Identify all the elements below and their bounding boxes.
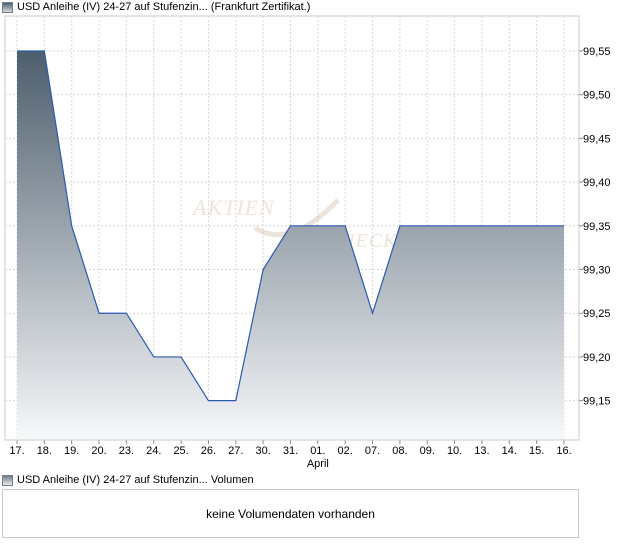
volume-legend: USD Anleihe (IV) 24-27 auf Stufenzin... …	[2, 473, 254, 487]
x-tick-label: 19.	[64, 445, 79, 457]
x-tick-label: 08.	[392, 445, 407, 457]
price-legend-swatch	[2, 1, 13, 13]
x-tick-label: 15.	[529, 445, 544, 457]
volume-empty-message: keine Volumendaten vorhanden	[206, 506, 375, 521]
volume-legend-swatch	[2, 474, 13, 486]
y-tick-label: 99,15	[583, 396, 611, 408]
x-tick-label: 20.	[91, 445, 106, 457]
x-tick-label: 09.	[420, 445, 435, 457]
x-tick-label: 25.	[173, 445, 188, 457]
x-tick-label: 10.	[447, 445, 462, 457]
price-line	[17, 50, 564, 402]
x-tick-label: 30.	[256, 445, 271, 457]
x-tick-label: 27.	[228, 445, 243, 457]
x-tick-label: 14.	[502, 445, 517, 457]
x-tick-label: 17.	[9, 445, 24, 457]
y-axis: 99,15 99,20 99,25 99,30 99,35 99,40 99,45 99,50…	[579, 46, 611, 408]
y-tick-label: 99,35	[583, 221, 611, 233]
price-chart: AKTIEN HECK 99,1599,2099,2599,3099,3599,…	[4, 15, 611, 470]
x-tick-label: 23.	[119, 445, 134, 457]
price-legend: USD Anleihe (IV) 24-27 auf Stufenzin... …	[2, 0, 310, 14]
x-tick-label: 07.	[365, 445, 380, 457]
x-tick-label: 13.	[474, 445, 489, 457]
y-tick-label: 99,50	[583, 90, 611, 102]
x-tick-label: 16.	[556, 445, 571, 457]
x-tick-label: 02.	[338, 445, 353, 457]
x-tick-label: 01.	[310, 445, 325, 457]
watermark: AKTIEN HECK	[191, 195, 398, 252]
y-tick-label: 99,55	[583, 46, 611, 58]
x-tick-label: 31.	[283, 445, 298, 457]
svg-text:HECK: HECK	[339, 230, 398, 252]
price-area	[17, 50, 564, 440]
x-tick-label: 18.	[37, 445, 52, 457]
price-legend-label: USD Anleihe (IV) 24-27 auf Stufenzin... …	[17, 1, 311, 13]
volume-panel: keine Volumendaten vorhanden	[2, 489, 579, 538]
x-tick-label: 24.	[146, 445, 161, 457]
x-month-label: April	[307, 458, 329, 470]
y-tick-label: 99,40	[583, 177, 611, 189]
y-tick-label: 99,20	[583, 352, 611, 364]
y-tick-label: 99,25	[583, 308, 611, 320]
x-axis: 17. 18. 19. 20. 23. 24. 25. 26. 27. 30. 31. 01. 02. 0…	[9, 440, 572, 470]
x-tick-label: 26.	[201, 445, 216, 457]
y-tick-label: 99,30	[583, 265, 611, 277]
svg-text:AKTIEN: AKTIEN	[191, 195, 275, 220]
plot-frame	[4, 15, 580, 441]
volume-legend-label: USD Anleihe (IV) 24-27 auf Stufenzin... …	[17, 474, 254, 486]
y-tick-label: 99,45	[583, 133, 611, 145]
